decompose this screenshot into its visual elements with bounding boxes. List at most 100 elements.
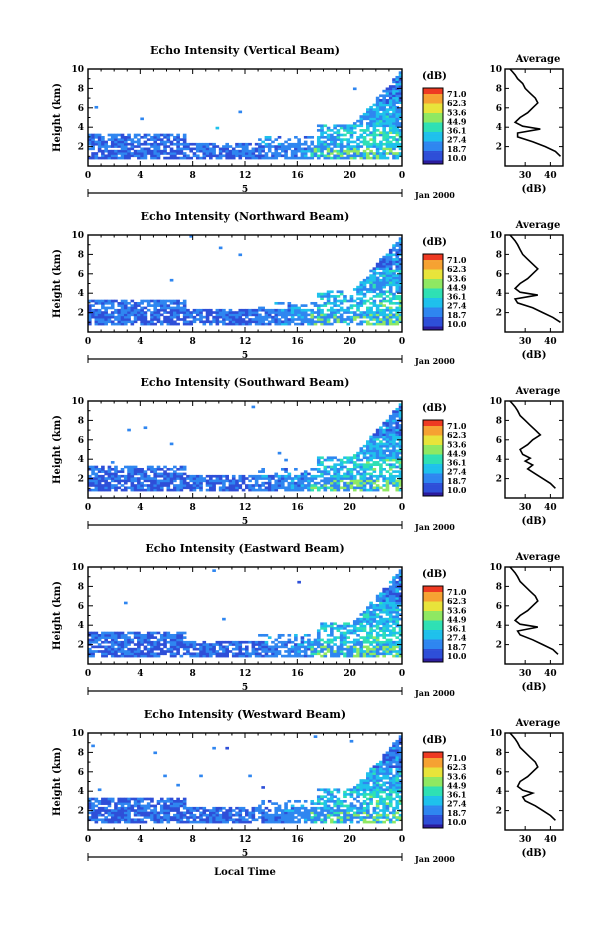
- heatmap-cell: [169, 318, 174, 321]
- colorbar-tick-label: 62.3: [447, 98, 467, 108]
- colorbar-segment: [423, 477, 443, 480]
- heatmap-cell: [382, 603, 386, 607]
- y-tick-label: 10: [71, 231, 84, 241]
- heatmap-cell: [189, 643, 194, 646]
- heatmap-cell: [352, 488, 357, 492]
- heatmap-cell: [388, 99, 393, 102]
- heatmap-cell: [372, 451, 377, 455]
- heatmap-cell: [375, 154, 380, 158]
- heatmap-cell: [107, 484, 112, 487]
- heatmap-cell: [333, 638, 337, 642]
- heatmap-cell: [294, 145, 298, 148]
- colorbar-tick-label: 53.6: [447, 273, 467, 283]
- heatmap-cell: [392, 78, 396, 81]
- heatmap-cell: [362, 156, 367, 160]
- heatmap-cell: [339, 647, 344, 651]
- heatmap-cell: [287, 147, 292, 151]
- heatmap-cell: [320, 484, 324, 487]
- heatmap-cell: [323, 799, 328, 803]
- colorbar-segment: [423, 312, 443, 316]
- heatmap-cell: [294, 147, 298, 151]
- heatmap-cell: [94, 633, 99, 637]
- heatmap-cell: [372, 442, 377, 446]
- heatmap-cell: [104, 140, 108, 144]
- heatmap-cell: [150, 135, 154, 139]
- heatmap-cell: [133, 465, 138, 469]
- heatmap-cell: [238, 650, 243, 653]
- heatmap-cell: [388, 594, 393, 598]
- heatmap-cell: [307, 811, 311, 815]
- heatmap-cell: [323, 806, 328, 810]
- heatmap-cell: [117, 802, 122, 805]
- heatmap-cell: [143, 320, 148, 324]
- heatmap-cell: [395, 138, 400, 141]
- heatmap-cell: [231, 154, 236, 158]
- heatmap-cell: [179, 654, 184, 658]
- heatmap-cell: [392, 444, 396, 448]
- heatmap-cell: [137, 142, 141, 146]
- heatmap-cell: [127, 797, 131, 801]
- heatmap-cell: [307, 320, 311, 324]
- heatmap-cell: [330, 147, 334, 151]
- heatmap-cell: [310, 320, 315, 324]
- heatmap-cell: [179, 472, 184, 476]
- heatmap-cell: [388, 615, 393, 619]
- heatmap-cell: [290, 645, 295, 649]
- avg-y-tick-label: 4: [496, 289, 502, 299]
- heatmap-cell: [382, 620, 386, 623]
- heatmap-cell: [385, 108, 390, 111]
- heatmap-cell: [222, 816, 226, 819]
- heatmap-cell: [297, 652, 301, 656]
- heatmap-cell: [182, 484, 187, 487]
- heatmap-cell: [379, 283, 383, 287]
- heatmap-cell: [290, 650, 295, 653]
- heatmap-cell: [398, 463, 403, 467]
- heatmap-cell: [356, 458, 360, 462]
- heatmap-cell: [284, 479, 288, 483]
- heatmap-cell: [372, 486, 377, 490]
- heatmap-cell: [326, 647, 331, 651]
- heatmap-cell: [117, 486, 122, 490]
- heatmap-cell: [375, 638, 380, 642]
- heatmap-cell: [333, 465, 337, 469]
- heatmap-cell: [261, 820, 265, 824]
- heatmap-cell: [94, 816, 99, 819]
- colorbar-segment: [423, 454, 443, 457]
- heatmap-cell: [385, 94, 390, 98]
- heatmap-cell: [101, 636, 105, 639]
- heatmap-cell: [352, 147, 357, 151]
- heatmap-cell: [205, 481, 210, 485]
- heatmap-cell: [123, 636, 128, 639]
- heatmap-cell: [369, 624, 373, 628]
- heatmap-cell: [326, 624, 331, 628]
- heatmap-cell: [382, 652, 386, 656]
- heatmap-cell: [392, 96, 396, 100]
- heatmap-cell: [310, 640, 315, 644]
- colorbar-segment: [423, 326, 443, 329]
- heatmap-cell: [150, 142, 154, 146]
- heatmap-cell: [150, 479, 154, 483]
- heatmap-cell: [284, 477, 288, 480]
- heatmap-cell: [349, 304, 354, 307]
- heatmap-cell: [359, 119, 364, 123]
- heatmap-cell: [94, 472, 99, 476]
- heatmap-cell: [153, 145, 158, 148]
- heatmap-cell: [303, 135, 308, 139]
- heatmap-cell: [173, 799, 177, 803]
- heatmap-cell: [388, 592, 393, 596]
- colorbar-segment: [423, 274, 443, 278]
- heatmap-cell: [333, 643, 337, 646]
- heatmap-cell: [333, 484, 337, 487]
- heatmap-cell: [287, 477, 292, 480]
- heatmap-cell: [330, 301, 334, 305]
- heatmap-cell: [336, 790, 341, 794]
- heatmap-cell: [385, 260, 390, 264]
- heatmap-cell: [346, 299, 351, 303]
- heatmap-cell: [258, 156, 262, 160]
- heatmap-cell: [280, 809, 285, 812]
- x-tick-label: 4: [137, 503, 143, 513]
- heatmap-cell: [156, 802, 161, 805]
- heatmap-cell: [192, 486, 197, 490]
- heatmap-cell: [238, 152, 243, 155]
- heatmap-cell: [287, 813, 292, 817]
